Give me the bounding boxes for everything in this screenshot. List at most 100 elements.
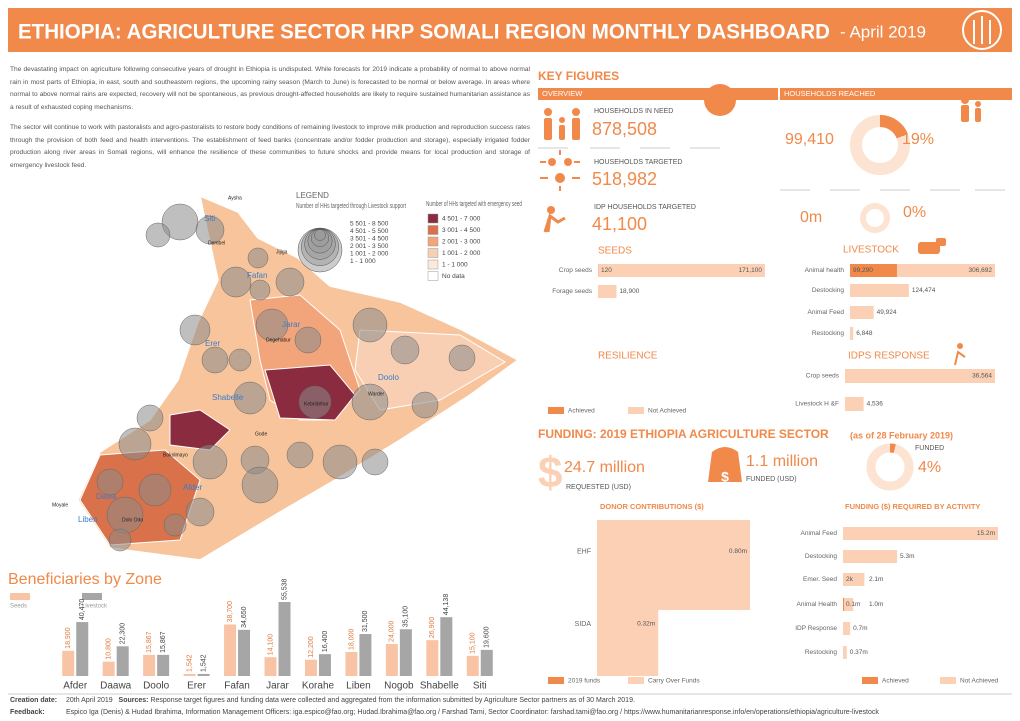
legend-swatch: [427, 271, 439, 281]
bar-value-label: 15,867: [146, 631, 153, 653]
bar-category: EHF: [577, 548, 591, 555]
legend-label: 5 501 - 8 500: [350, 221, 389, 228]
legend-swatch: [628, 677, 644, 684]
footer-line: Feedback: Espico Iga (Denis) & Hudad Ibra…: [10, 709, 1010, 716]
zone-label: Siti: [204, 214, 215, 223]
bar-category: Emer. Seed: [803, 576, 837, 583]
bar-value-label: 0.37m: [850, 649, 868, 656]
bar-value-label: 55,538: [281, 578, 288, 600]
bar: [850, 284, 909, 297]
legend-swatch: [427, 225, 439, 235]
bar: [845, 369, 995, 383]
bar-value-label: 5.3m: [900, 553, 914, 560]
chart-title: SEEDS: [598, 246, 632, 257]
bar-value-label: 171,100: [739, 267, 763, 274]
bar: [183, 673, 196, 676]
place-label: Dembel: [208, 240, 225, 246]
bar-value-label: 0.32m: [637, 621, 655, 628]
bar-value-label: 0.7m: [853, 625, 867, 632]
bar: [426, 640, 439, 676]
bar: [278, 602, 291, 676]
bar: [597, 596, 659, 676]
legend-swatch: [548, 677, 564, 684]
place-label: Aysha: [228, 195, 242, 201]
bar: [845, 397, 864, 411]
dollar-icon: $: [538, 449, 562, 498]
bar: [197, 673, 210, 676]
bar: [850, 306, 874, 319]
bar: [385, 644, 398, 676]
bar-value-label: 26,900: [429, 617, 436, 639]
bar-value-label: 18,000: [348, 628, 355, 650]
reached-band: [780, 88, 1012, 100]
bar: [304, 659, 317, 676]
bar-value-label: 22,300: [120, 623, 127, 645]
bar-value-label: 44,138: [443, 594, 450, 616]
bar-value-label: 6,848: [856, 330, 873, 337]
bar-value-label: 120: [601, 267, 612, 274]
bar: [143, 654, 156, 676]
legend-swatch: [862, 677, 878, 684]
legend-label: 3 501 - 4 500: [350, 236, 389, 243]
page-date: - April 2019: [840, 22, 926, 41]
bar: [224, 624, 237, 676]
bar-value-label: 19,600: [484, 626, 491, 648]
bar-category: IDP Response: [795, 625, 837, 632]
reached-value: 99,410: [785, 131, 834, 148]
legend-swatch: [427, 236, 439, 247]
figure-value: 518,982: [592, 169, 657, 189]
legend-label: Not Achieved: [960, 678, 999, 685]
bar-category: Animal Feed: [808, 309, 845, 316]
donut-arc: [889, 443, 896, 453]
header-icon: [962, 10, 1002, 50]
figure-value: 41,100: [592, 214, 647, 234]
legend-label: Livestock: [82, 604, 108, 610]
bar-value-label: 0.80m: [729, 548, 747, 555]
place-label: Jijiga: [276, 249, 288, 255]
zone-label: Jarar: [282, 320, 301, 329]
zone-label: Doolo: [378, 373, 399, 382]
legend-title: LEGEND: [296, 191, 329, 200]
legend-label: Achieved: [568, 408, 595, 415]
footer-label: Sources:: [118, 697, 149, 704]
bar: [345, 652, 358, 676]
chart-title: DONOR CONTRIBUTIONS ($): [600, 502, 704, 511]
dollar-icon: $: [721, 469, 729, 485]
bar-value-label: 15,867: [160, 631, 167, 653]
band-label: HOUSEHOLDS REACHED: [784, 89, 876, 98]
bar: [598, 264, 765, 277]
zone-label: Shabelle: [212, 393, 244, 402]
legend-label: 4 501 - 7 000: [442, 216, 481, 223]
x-tick-label: Afder: [63, 681, 88, 692]
footer-text: 20th April 2019: [66, 697, 113, 704]
legend-label: 2 001 - 3 500: [350, 243, 389, 250]
place-label: Warder: [368, 391, 385, 397]
bar-value-label: 1.0m: [869, 601, 883, 608]
reached-value: 0m: [800, 209, 822, 226]
bar: [843, 550, 898, 563]
bar-value-label: 24,000: [389, 621, 396, 643]
chart-title: LIVESTOCK: [843, 245, 899, 256]
bar-value-label: 99,290: [853, 267, 873, 274]
map: [77, 194, 520, 561]
zone-label: Erer: [205, 339, 220, 348]
chart-title: IDPS RESPONSE: [848, 351, 930, 362]
place-label: Bokolmayo: [163, 452, 188, 458]
bar-value-label: 10,800: [106, 638, 113, 660]
bar-category: Destocking: [812, 287, 845, 294]
zone-label: Fafan: [247, 271, 267, 280]
bar-category: Restocking: [812, 330, 845, 337]
place-label: Moyale: [52, 502, 68, 508]
bar-category: Animal health: [805, 267, 845, 274]
page-title: ETHIOPIA: AGRICULTURE SECTOR HRP SOMALI …: [18, 21, 830, 44]
funding-value: 24.7 million: [564, 459, 645, 476]
bar-value-label: 12,200: [308, 636, 315, 658]
figure-value: 878,508: [592, 119, 657, 139]
legend-label: 1 001 - 2 000: [442, 250, 481, 257]
bar: [843, 573, 865, 586]
figure-label: HOUSEHOLDS TARGETED: [594, 159, 682, 166]
bar-value-label: 35,100: [403, 606, 410, 628]
bar-value-label: 1,542: [200, 654, 207, 672]
section-title: KEY FIGURES: [538, 69, 619, 83]
